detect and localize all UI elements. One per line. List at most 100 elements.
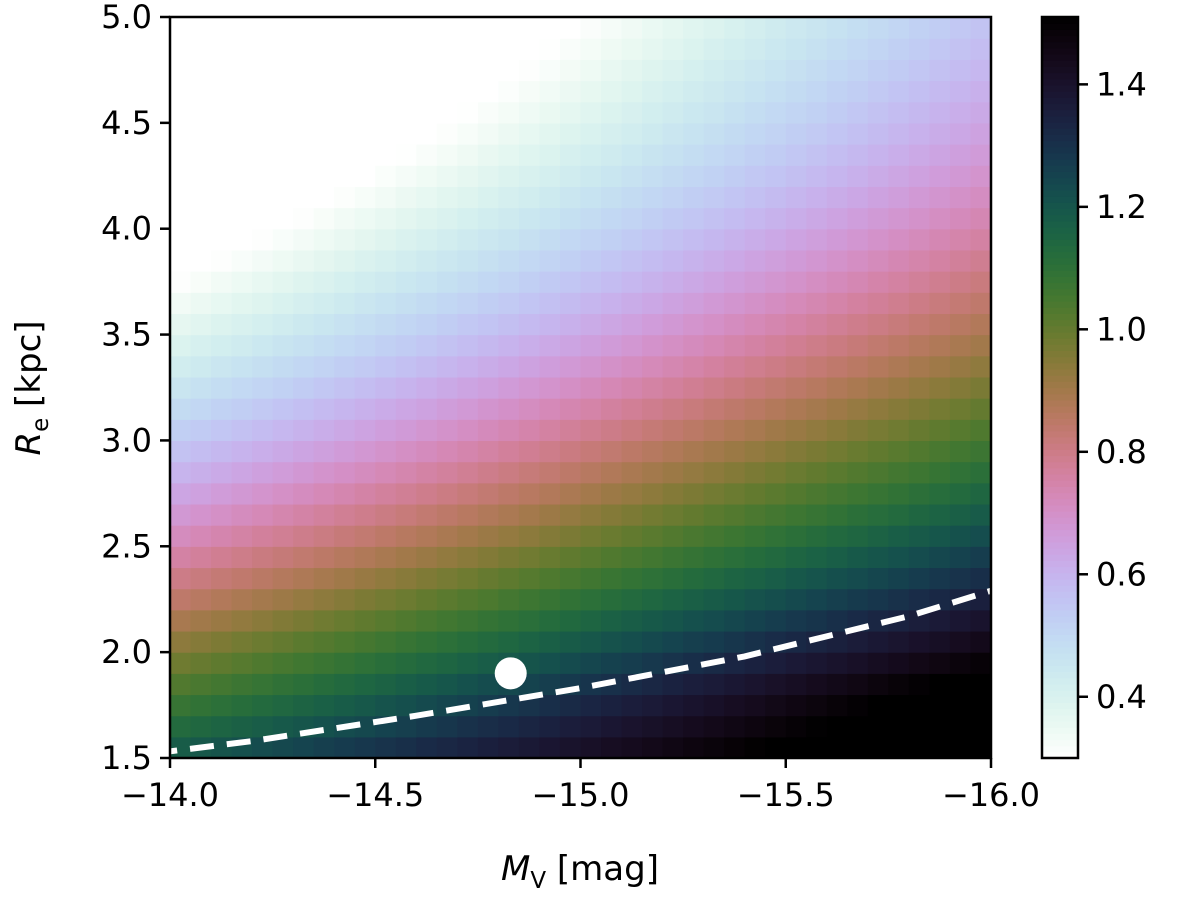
heatmap-cell <box>621 80 643 103</box>
heatmap-cell <box>908 80 931 103</box>
heatmap-cell <box>580 588 602 611</box>
heatmap-cell <box>703 292 725 314</box>
heatmap-cell <box>744 17 766 39</box>
heatmap-cell <box>765 313 787 336</box>
heatmap-cell <box>211 546 233 569</box>
heatmap-cell <box>642 461 664 484</box>
heatmap-cell <box>375 546 397 569</box>
heatmap-cell <box>785 207 807 230</box>
heatmap-cell <box>888 461 910 484</box>
heatmap-cell <box>785 546 807 569</box>
heatmap-cell <box>375 398 397 420</box>
heatmap-cell <box>929 525 951 547</box>
heatmap-cell <box>293 207 315 230</box>
heatmap-cell <box>744 440 766 463</box>
heatmap-cell <box>683 503 705 526</box>
heatmap-cell <box>170 207 192 230</box>
heatmap-cell <box>724 482 746 505</box>
heatmap-cell <box>806 652 828 674</box>
colorbar-segment <box>1042 566 1078 574</box>
heatmap-cell <box>498 59 520 82</box>
heatmap-cell <box>436 59 458 82</box>
y-tick-label: 4.0 <box>101 210 152 248</box>
heatmap-cell <box>416 376 438 399</box>
heatmap-cell <box>662 313 684 336</box>
heatmap-cell <box>539 482 561 505</box>
heatmap-cell <box>211 228 233 251</box>
heatmap-cell <box>395 38 417 60</box>
heatmap-cell <box>252 482 274 505</box>
heatmap-cell <box>559 694 582 717</box>
heatmap-cell <box>806 694 828 717</box>
heatmap-cell <box>498 567 520 590</box>
heatmap-cell <box>724 546 746 569</box>
heatmap-cell <box>642 398 664 420</box>
heatmap-cell <box>518 101 541 124</box>
heatmap-cell <box>498 419 520 442</box>
heatmap-cell <box>867 292 889 314</box>
heatmap-cell <box>477 588 500 611</box>
heatmap-cell <box>559 186 582 209</box>
heatmap-cell <box>334 17 356 39</box>
heatmap-cell <box>621 38 643 60</box>
heatmap-cell <box>498 313 520 336</box>
heatmap-cell <box>375 525 397 547</box>
heatmap-cell <box>170 503 192 526</box>
heatmap-cell <box>375 186 397 209</box>
heatmap-cell <box>334 652 356 674</box>
heatmap-cell <box>580 694 602 717</box>
heatmap-cell <box>293 694 315 717</box>
heatmap-cell <box>642 101 664 124</box>
heatmap-cell <box>601 503 623 526</box>
heatmap-cell <box>601 630 623 653</box>
heatmap-cell <box>949 38 972 60</box>
heatmap-cell <box>334 630 356 653</box>
heatmap-cell <box>888 59 910 82</box>
heatmap-cell <box>806 440 828 463</box>
heatmap-cell <box>888 101 910 124</box>
heatmap-cell <box>477 567 500 590</box>
heatmap-cell <box>888 165 910 187</box>
heatmap-cell <box>334 334 356 357</box>
heatmap-cell <box>949 376 972 399</box>
heatmap-cell <box>724 461 746 484</box>
heatmap-cell <box>826 122 848 145</box>
heatmap-cell <box>765 271 787 293</box>
heatmap-cell <box>908 673 931 696</box>
heatmap-cell <box>765 652 787 674</box>
heatmap-cell <box>601 652 623 674</box>
heatmap-cell <box>601 144 623 166</box>
heatmap-cell <box>395 482 417 505</box>
heatmap-cell <box>867 398 889 420</box>
heatmap-cell <box>518 249 541 272</box>
heatmap-cell <box>847 376 869 399</box>
heatmap-cell <box>211 313 233 336</box>
heatmap-cell <box>457 630 479 653</box>
heatmap-cell <box>703 376 725 399</box>
heatmap-cell <box>970 673 991 696</box>
heatmap-cell <box>703 630 725 653</box>
heatmap-cell <box>313 546 335 569</box>
heatmap-cell <box>313 419 335 442</box>
heatmap-cell <box>949 17 972 39</box>
heatmap-cell <box>744 186 766 209</box>
heatmap-cell <box>498 694 520 717</box>
heatmap-cell <box>785 249 807 272</box>
heatmap-cell <box>847 355 869 378</box>
heatmap-cell <box>785 17 807 39</box>
heatmap-cell <box>190 186 212 209</box>
heatmap-cell <box>211 38 233 60</box>
heatmap-cell <box>518 440 541 463</box>
heatmap-cell <box>272 546 294 569</box>
heatmap-cell <box>539 292 561 314</box>
heatmap-cell <box>642 482 664 505</box>
heatmap-cell <box>231 546 253 569</box>
heatmap-cell <box>211 17 233 39</box>
heatmap-cell <box>395 673 417 696</box>
heatmap-cell <box>888 80 910 103</box>
heatmap-cell <box>518 715 541 738</box>
heatmap-cell <box>580 461 602 484</box>
heatmap-cell <box>231 144 253 166</box>
heatmap-cell <box>580 207 602 230</box>
heatmap-cell <box>867 249 889 272</box>
